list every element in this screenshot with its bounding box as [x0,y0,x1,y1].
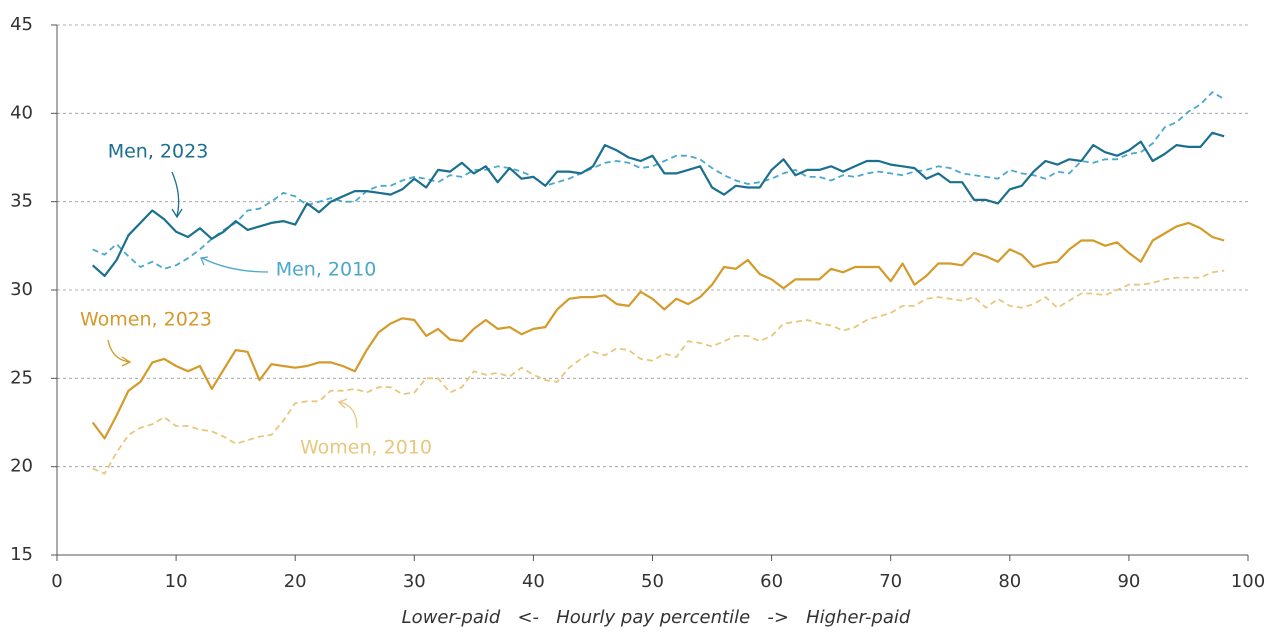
x-tick-label: 90 [1117,571,1140,592]
arrow [200,256,269,273]
x-tick-label: 0 [51,571,62,592]
y-tick-label: 20 [10,456,33,477]
arrow [337,398,358,429]
x-axis-label: Lower-paid <- Hourly pay percentile -> H… [402,607,911,628]
y-tick-label: 40 [10,102,33,123]
y-tick-label: 25 [10,367,33,388]
series-line [91,221,1225,440]
y-tick-label: 45 [10,14,33,35]
x-tick-label: 70 [879,571,902,592]
series-label: Women, 2010 [300,437,432,459]
series-label: Men, 2023 [108,141,209,163]
y-tick-label: 30 [10,279,33,300]
x-tick-label: 20 [284,571,307,592]
x-tick-label: 50 [641,571,664,592]
x-tick-label: 100 [1231,571,1265,592]
x-tick-label: 30 [403,571,426,592]
series-label: Men, 2010 [276,259,377,281]
arrow [171,171,183,219]
x-tick-label: 40 [522,571,545,592]
series-line [92,91,1225,270]
series-label: Women, 2023 [80,309,212,331]
y-tick-label: 15 [10,544,33,565]
series-line [92,269,1225,475]
series-line [91,131,1225,277]
x-tick-label: 60 [760,571,783,592]
arrow [107,339,132,367]
x-tick-label: 10 [165,571,188,592]
annotation-arrows [107,171,358,429]
y-tick-label: 35 [10,191,33,212]
x-tick-label: 80 [998,571,1021,592]
